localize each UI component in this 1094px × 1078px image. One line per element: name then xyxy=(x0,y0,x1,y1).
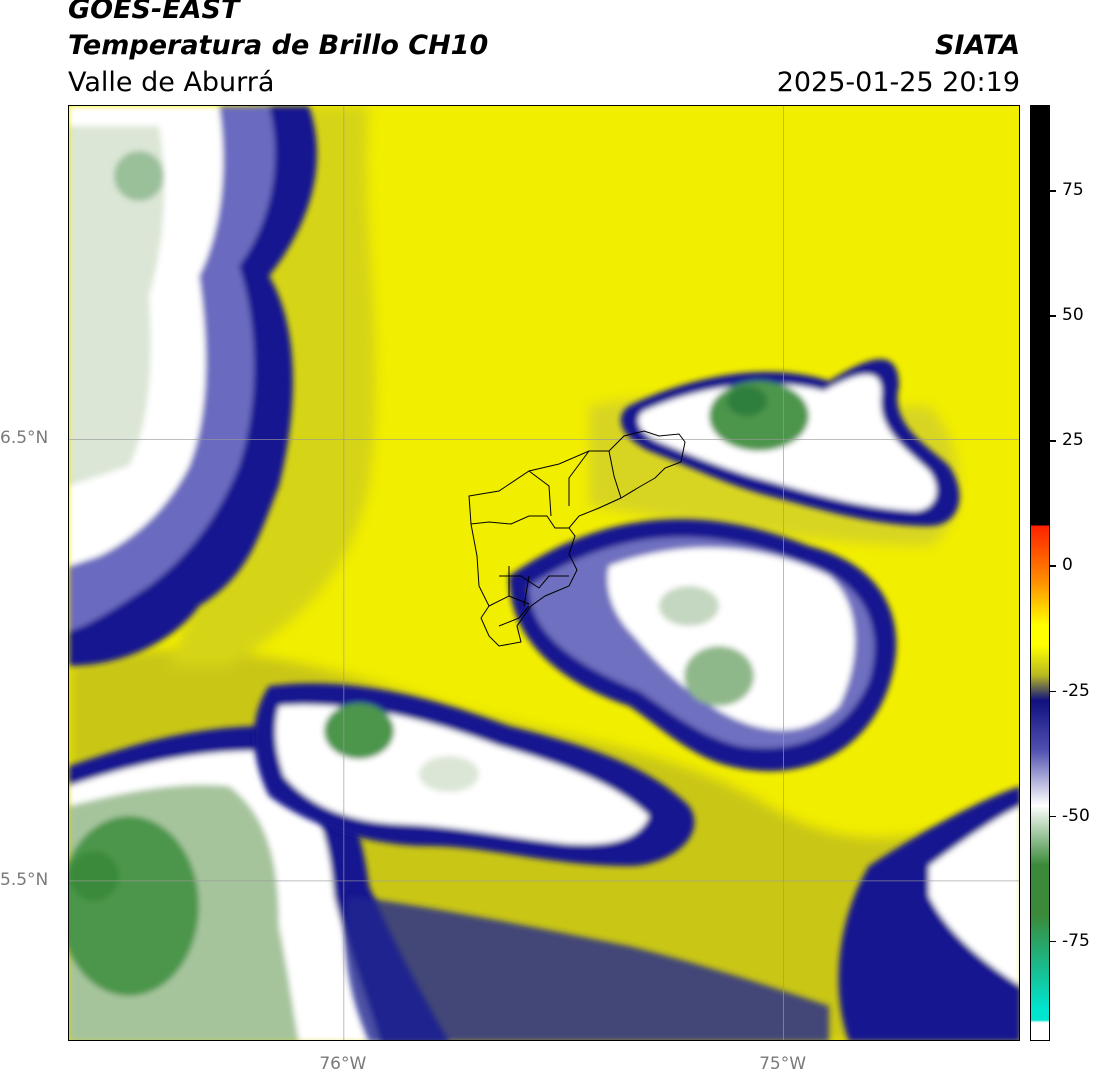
cloud-central-right xyxy=(509,518,897,772)
colorbar-tick-label: -75 xyxy=(1062,930,1090,951)
latitude-label: 5.5°N xyxy=(0,869,49,890)
colorbar-tick-label: 0 xyxy=(1062,555,1073,576)
colorbar-tick-mark xyxy=(1050,815,1056,818)
longitude-label: 76°W xyxy=(319,1054,367,1074)
source-label: SIATA xyxy=(934,30,1020,61)
municipal-boundaries xyxy=(468,430,686,647)
brightness-temperature-map[interactable] xyxy=(68,105,1020,1041)
colorbar-tick-mark xyxy=(1050,315,1056,317)
colorbar-tick-label: 75 xyxy=(1062,180,1084,201)
graticule xyxy=(69,106,1019,1040)
region-subtitle: Valle de Aburrá xyxy=(68,67,275,98)
cloud-central-band xyxy=(254,683,695,866)
colorbar-tick-label: -50 xyxy=(1062,805,1090,826)
colorbar-tick-mark xyxy=(1050,190,1056,192)
temperature-colorbar xyxy=(1030,105,1050,1041)
cloud-left xyxy=(69,106,317,666)
timestamp-label: 2025-01-25 20:19 xyxy=(776,67,1020,98)
colorbar-tick-label: 50 xyxy=(1062,305,1084,326)
colorbar-tick-label: 25 xyxy=(1062,430,1084,451)
colorbar-tick-mark xyxy=(1050,940,1056,943)
latitude-label: 6.5°N xyxy=(0,428,49,449)
product-title: Temperatura de Brillo CH10 xyxy=(68,30,489,61)
cloud-lower-right xyxy=(345,786,1019,1040)
colorbar-tick-mark xyxy=(1050,690,1056,693)
longitude-label: 75°W xyxy=(759,1054,807,1074)
cloud-upper-right xyxy=(620,359,960,526)
colorbar-tick-label: -25 xyxy=(1062,680,1090,701)
satellite-title: GOES-EAST xyxy=(68,0,240,25)
colorbar-tick-mark xyxy=(1050,565,1056,567)
map-canvas xyxy=(69,106,1019,1040)
colorbar-tick-mark xyxy=(1050,440,1056,442)
